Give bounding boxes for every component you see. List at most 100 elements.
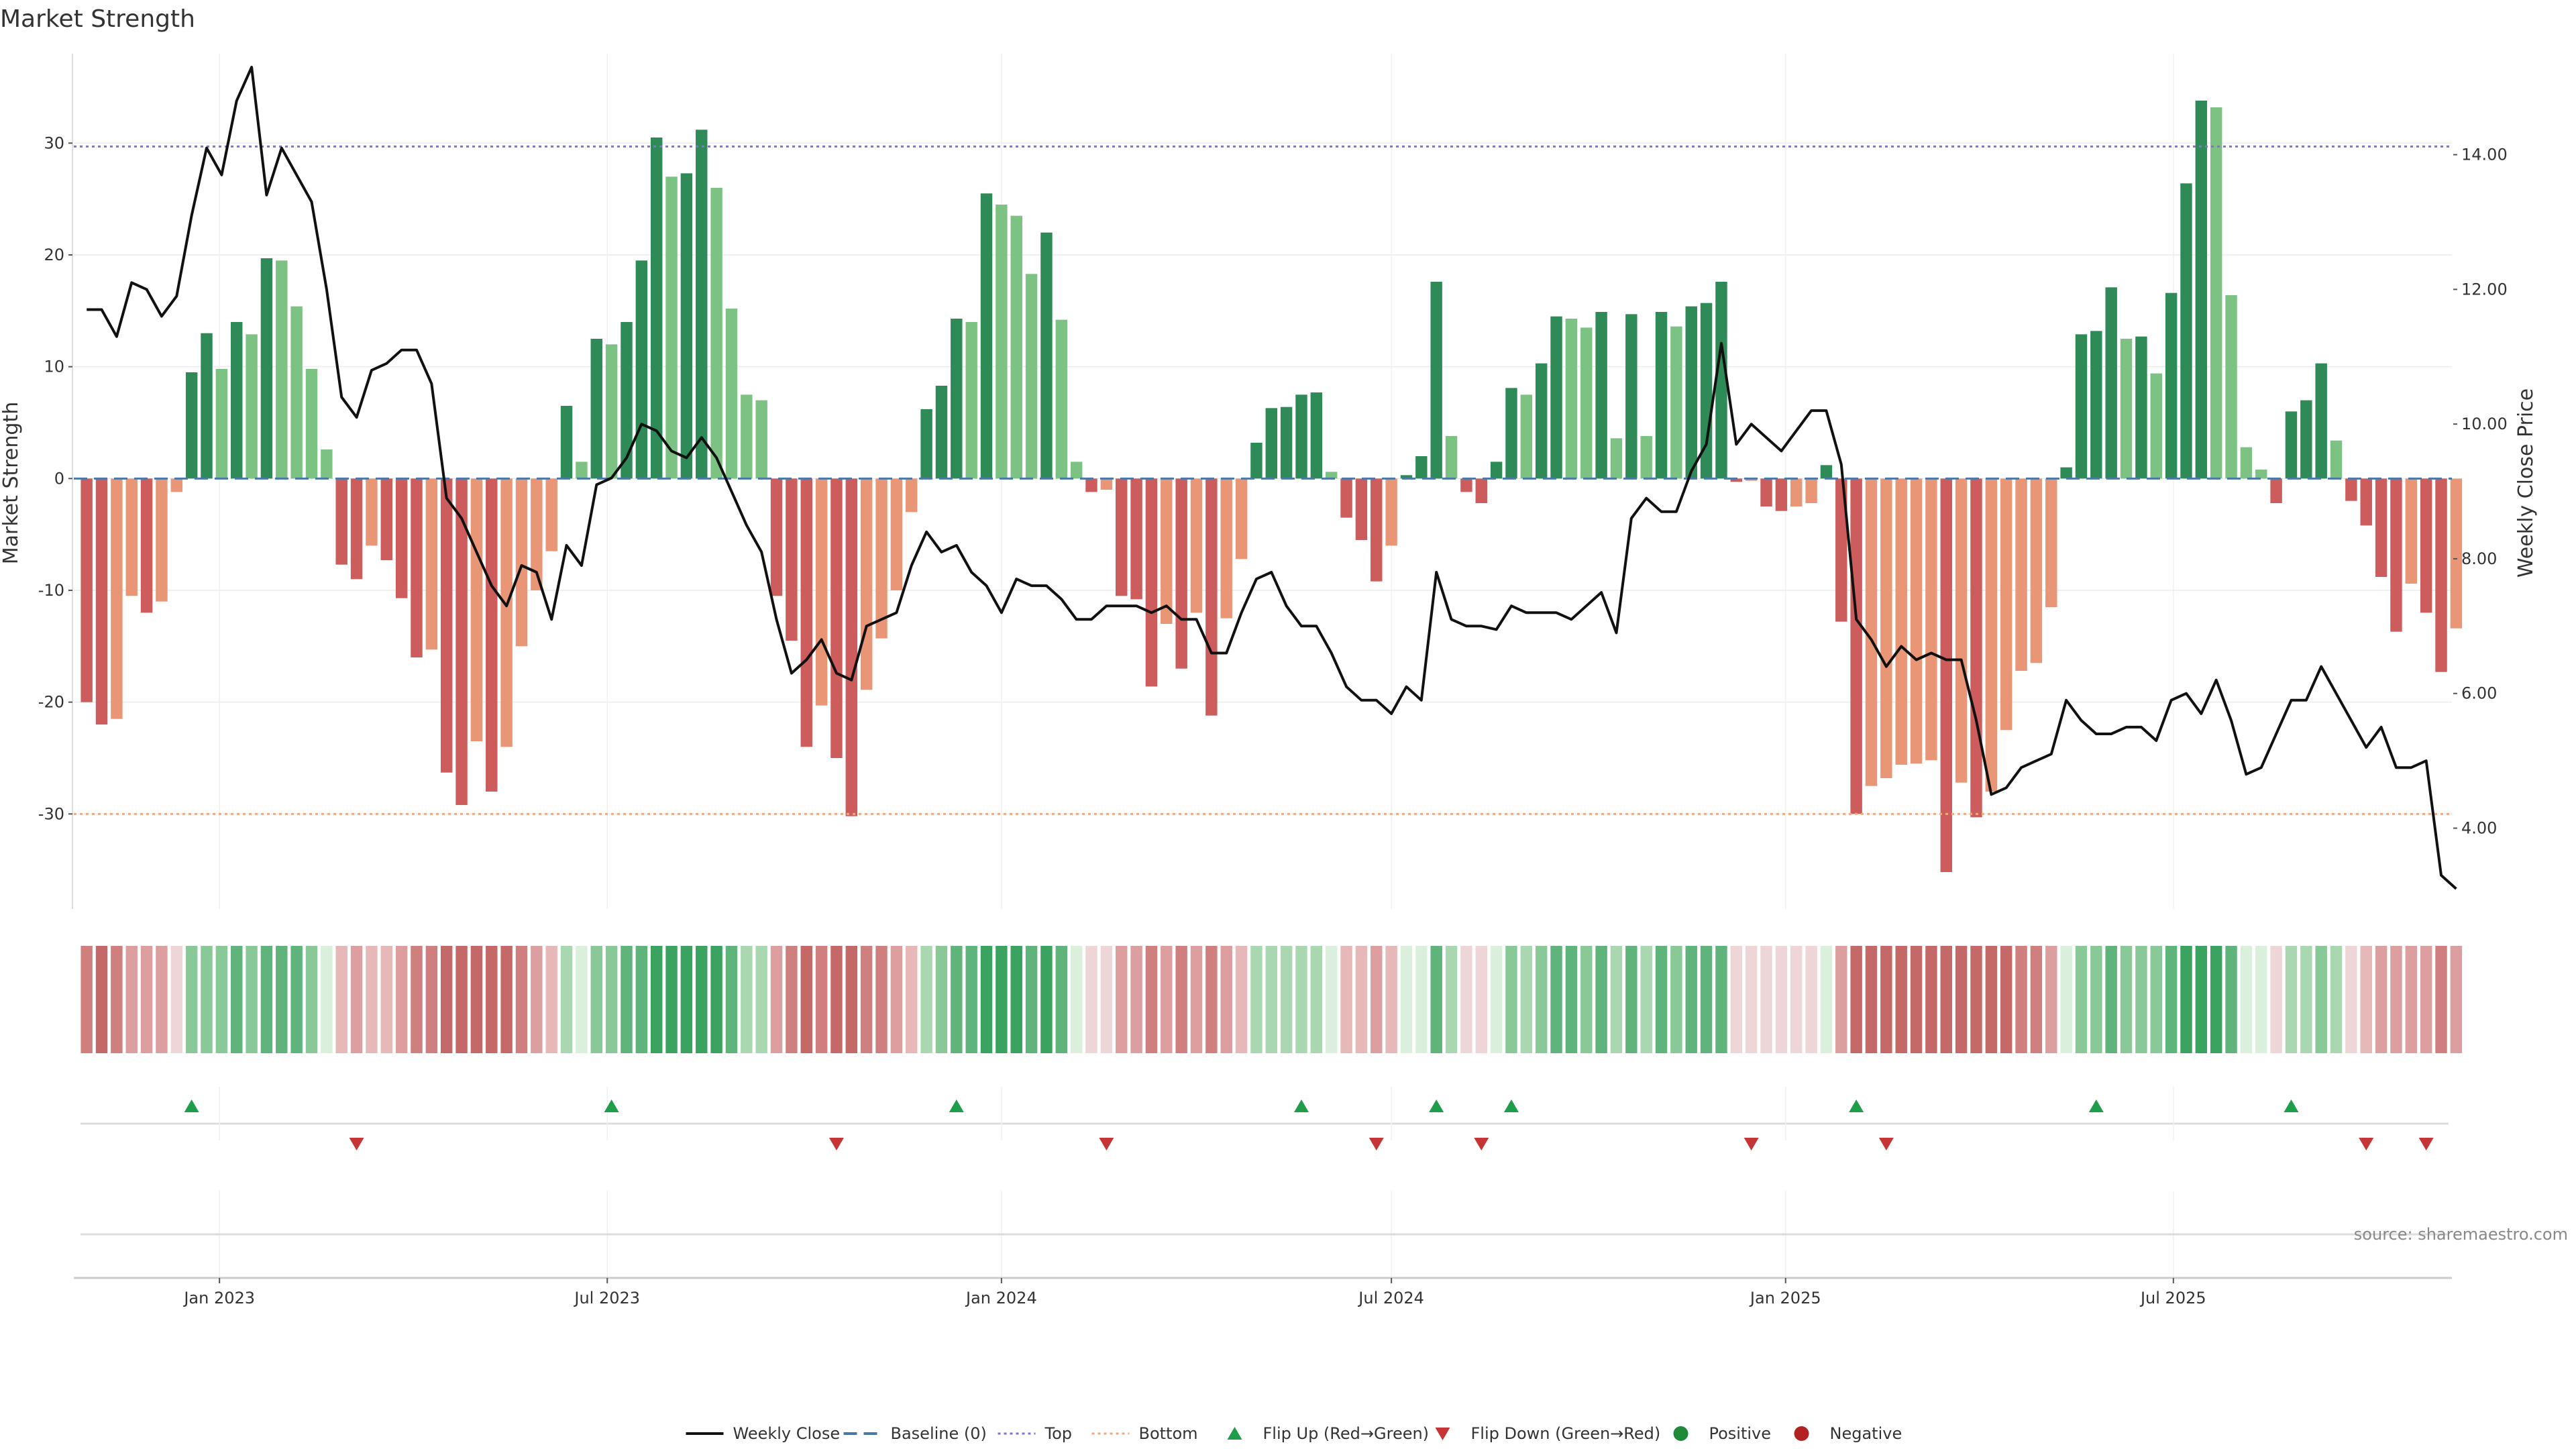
strength-bar [621, 322, 633, 479]
heat-cell [576, 946, 588, 1053]
strength-bar [2210, 107, 2222, 479]
heat-cell [1625, 946, 1638, 1053]
heat-cell [1295, 946, 1307, 1053]
heat-cell [2045, 946, 2057, 1053]
strength-bar [635, 260, 648, 479]
heat-cell [2375, 946, 2387, 1053]
heat-cell [2285, 946, 2298, 1053]
y-tick-label: 30 [44, 133, 64, 152]
heat-cell [1325, 946, 1338, 1053]
heat-cell [80, 946, 93, 1053]
strength-bar [2285, 411, 2298, 479]
strength-bar [2375, 478, 2387, 577]
legend-label: Negative [1830, 1424, 1902, 1443]
strength-bar [605, 344, 618, 479]
strength-bar [1190, 478, 1203, 613]
heat-cell [545, 946, 557, 1053]
heat-cell [1115, 946, 1128, 1053]
heat-cell [1970, 946, 1982, 1053]
strength-bar [1880, 478, 1892, 778]
heat-cell [1385, 946, 1397, 1053]
heat-cell [1490, 946, 1503, 1053]
strength-bar [1415, 456, 1428, 479]
heat-cell [455, 946, 468, 1053]
legend-item-baseline: Baseline (0) [843, 1424, 987, 1443]
strength-bar [80, 478, 93, 702]
heat-cell [1565, 946, 1578, 1053]
strength-bar [1505, 388, 1517, 479]
legend-label: Baseline (0) [891, 1424, 987, 1443]
heat-cell [951, 946, 963, 1053]
legend-label: Weekly Close [733, 1424, 841, 1443]
heat-cell [786, 946, 798, 1053]
heat-cell [860, 946, 873, 1053]
heat-cell [755, 946, 767, 1053]
strength-bar [1520, 394, 1533, 479]
heat-cell [1340, 946, 1352, 1053]
strength-bar [2135, 336, 2147, 479]
heat-cell [875, 946, 888, 1053]
strength-bar [2270, 478, 2282, 503]
strength-bar [786, 478, 798, 641]
strength-bar [1655, 312, 1668, 479]
heat-cell [2240, 946, 2253, 1053]
heat-cell [1730, 946, 1743, 1053]
strength-bar [741, 394, 753, 479]
x-axis: Jan 2023 Jul 2023 Jan 2024 Jul 2024 Jan 2025… [74, 1277, 2452, 1307]
heat-cell [1940, 946, 1953, 1053]
heat-cell [590, 946, 602, 1053]
strength-bar [1835, 478, 1847, 622]
reference-lines [74, 145, 2452, 815]
heat-cell [305, 946, 318, 1053]
heat-cell [290, 946, 303, 1053]
strength-bar [906, 478, 918, 513]
strength-bar [1280, 407, 1293, 479]
strength-bar [860, 478, 873, 690]
strength-bar [1895, 478, 1907, 765]
strength-bar [1910, 478, 1923, 764]
heat-cell [260, 946, 273, 1053]
heat-cell [201, 946, 213, 1053]
heat-cell [2360, 946, 2372, 1053]
strength-bar [1371, 478, 1383, 582]
heat-cell [770, 946, 783, 1053]
heat-cell [1580, 946, 1593, 1053]
strength-bar [380, 478, 392, 560]
heat-cell [1355, 946, 1368, 1053]
heat-cell [425, 946, 438, 1053]
strength-bar [1670, 326, 1682, 479]
heat-cell [2060, 946, 2072, 1053]
strength-bar [111, 478, 123, 719]
strength-bar [2015, 478, 2027, 671]
heat-cell [350, 946, 363, 1053]
strength-bar [2255, 470, 2267, 479]
heat-cell [366, 946, 378, 1053]
heat-cell [1161, 946, 1173, 1053]
heat-cell [1235, 946, 1248, 1053]
legend-item-positive: Positive [1673, 1424, 1771, 1443]
y2-tick-label: 10.00 [2461, 415, 2508, 433]
flip-down-marker [1474, 1138, 1489, 1150]
legend-item-flipup: Flip Up (Red→Green) [1227, 1424, 1429, 1443]
strength-bar [125, 478, 138, 596]
heat-cell [2345, 946, 2357, 1053]
heat-cell [560, 946, 573, 1053]
heat-cell [1760, 946, 1772, 1053]
strength-bar [335, 478, 347, 565]
price-line-group [87, 66, 2457, 890]
strength-bar [1865, 478, 1878, 786]
strength-bar [1265, 408, 1277, 479]
strength-bar [1460, 478, 1472, 492]
strength-bar [845, 478, 858, 816]
strength-bar [1070, 462, 1083, 479]
strength-bar [2090, 331, 2102, 479]
legend-swatch [1435, 1428, 1450, 1440]
strength-bar [830, 478, 843, 758]
positive-negative-panel [80, 1191, 2449, 1278]
flip-markers-panel [80, 1087, 2449, 1150]
heat-cell [845, 946, 858, 1053]
heat-cell [1145, 946, 1158, 1053]
strength-bar [1625, 314, 1638, 479]
main-panel [72, 54, 2452, 909]
strength-bar [1685, 306, 1697, 479]
